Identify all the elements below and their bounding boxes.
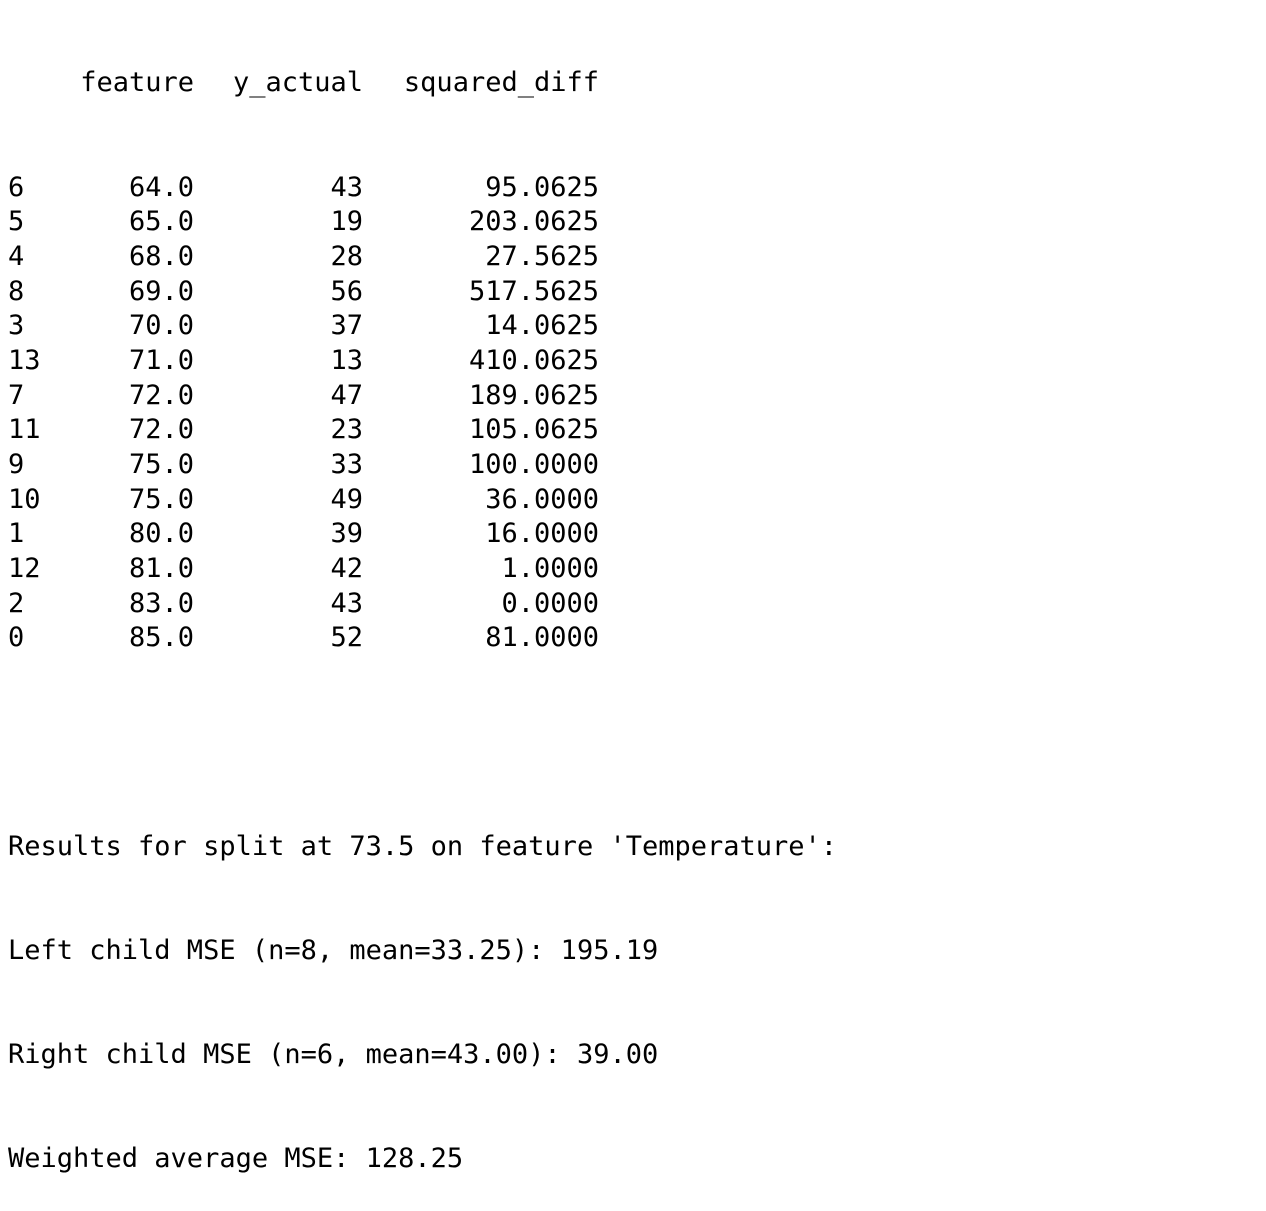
- row-index: 6: [8, 171, 78, 206]
- table-row: 6 64.0 43 95.0625: [8, 171, 837, 206]
- table-row: 13 71.0 13 410.0625: [8, 344, 837, 379]
- y-actual-cell: 37: [194, 309, 363, 344]
- row-index: 3: [8, 309, 78, 344]
- squared-diff-cell: 16.0000: [363, 517, 599, 552]
- feature-cell: 85.0: [78, 621, 194, 656]
- table-row: 10 75.0 49 36.0000: [8, 483, 837, 518]
- row-index: 9: [8, 448, 78, 483]
- row-index: 5: [8, 205, 78, 240]
- feature-cell: 75.0: [78, 483, 194, 518]
- squared-diff-cell: 517.5625: [363, 275, 599, 310]
- squared-diff-cell: 14.0625: [363, 309, 599, 344]
- table-row: 8 69.0 56 517.5625: [8, 275, 837, 310]
- column-header-squared-diff: squared_diff: [363, 66, 599, 101]
- feature-cell: 72.0: [78, 413, 194, 448]
- squared-diff-cell: 100.0000: [363, 448, 599, 483]
- table-row: 4 68.0 28 27.5625: [8, 240, 837, 275]
- feature-cell: 68.0: [78, 240, 194, 275]
- squared-diff-cell: 81.0000: [363, 621, 599, 656]
- row-index: 4: [8, 240, 78, 275]
- squared-diff-cell: 189.0625: [363, 379, 599, 414]
- squared-diff-cell: 1.0000: [363, 552, 599, 587]
- y-actual-cell: 33: [194, 448, 363, 483]
- table-row: 1 80.0 39 16.0000: [8, 517, 837, 552]
- table-row: 3 70.0 37 14.0625: [8, 309, 837, 344]
- row-index: 0: [8, 621, 78, 656]
- results-title: Results for split at 73.5 on feature 'Te…: [8, 830, 837, 865]
- y-actual-cell: 49: [194, 483, 363, 518]
- feature-cell: 75.0: [78, 448, 194, 483]
- squared-diff-cell: 95.0625: [363, 171, 599, 206]
- y-actual-cell: 28: [194, 240, 363, 275]
- feature-cell: 80.0: [78, 517, 194, 552]
- weighted-average-mse: Weighted average MSE: 128.25: [8, 1142, 837, 1177]
- column-header-y-actual: y_actual: [194, 66, 363, 101]
- row-index: 12: [8, 552, 78, 587]
- y-actual-cell: 56: [194, 275, 363, 310]
- table-body: 6 64.0 43 95.0625 5 65.0 19 203.0625 4 68.0 28 27.5…: [8, 171, 837, 657]
- blank-line: [8, 726, 837, 761]
- y-actual-cell: 13: [194, 344, 363, 379]
- feature-cell: 70.0: [78, 309, 194, 344]
- table-row: 2 83.0 43 0.0000: [8, 587, 837, 622]
- row-index: 13: [8, 344, 78, 379]
- feature-cell: 83.0: [78, 587, 194, 622]
- feature-cell: 65.0: [78, 205, 194, 240]
- y-actual-cell: 52: [194, 621, 363, 656]
- squared-diff-cell: 105.0625: [363, 413, 599, 448]
- table-row: 12 81.0 42 1.0000: [8, 552, 837, 587]
- row-index: 1: [8, 517, 78, 552]
- y-actual-cell: 47: [194, 379, 363, 414]
- squared-diff-cell: 203.0625: [363, 205, 599, 240]
- left-child-mse: Left child MSE (n=8, mean=33.25): 195.19: [8, 934, 837, 969]
- squared-diff-cell: 0.0000: [363, 587, 599, 622]
- right-child-mse: Right child MSE (n=6, mean=43.00): 39.00: [8, 1038, 837, 1073]
- squared-diff-cell: 410.0625: [363, 344, 599, 379]
- y-actual-cell: 42: [194, 552, 363, 587]
- y-actual-cell: 19: [194, 205, 363, 240]
- table-header: feature y_actual squared_diff: [8, 66, 837, 101]
- table-row: 0 85.0 52 81.0000: [8, 621, 837, 656]
- console-output: feature y_actual squared_diff 6 64.0 43 95.06…: [8, 0, 837, 1211]
- row-index: 11: [8, 413, 78, 448]
- row-index: 7: [8, 379, 78, 414]
- feature-cell: 69.0: [78, 275, 194, 310]
- row-index: 8: [8, 275, 78, 310]
- feature-cell: 72.0: [78, 379, 194, 414]
- y-actual-cell: 39: [194, 517, 363, 552]
- row-index: 2: [8, 587, 78, 622]
- y-actual-cell: 23: [194, 413, 363, 448]
- table-row: 5 65.0 19 203.0625: [8, 205, 837, 240]
- table-row: 11 72.0 23 105.0625: [8, 413, 837, 448]
- table-row: 9 75.0 33 100.0000: [8, 448, 837, 483]
- y-actual-cell: 43: [194, 587, 363, 622]
- feature-cell: 71.0: [78, 344, 194, 379]
- row-index: 10: [8, 483, 78, 518]
- y-actual-cell: 43: [194, 171, 363, 206]
- squared-diff-cell: 36.0000: [363, 483, 599, 518]
- table-row: 7 72.0 47 189.0625: [8, 379, 837, 414]
- column-header-feature: feature: [78, 66, 194, 101]
- squared-diff-cell: 27.5625: [363, 240, 599, 275]
- feature-cell: 81.0: [78, 552, 194, 587]
- feature-cell: 64.0: [78, 171, 194, 206]
